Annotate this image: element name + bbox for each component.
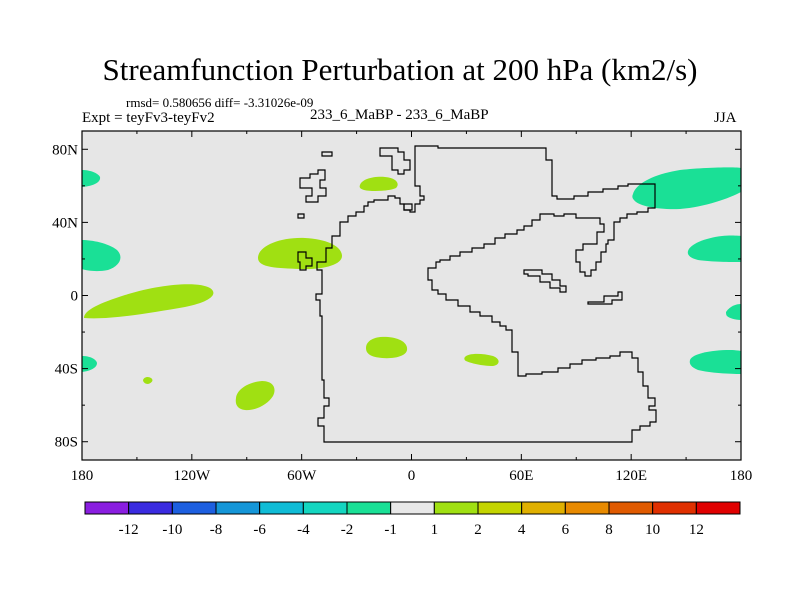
colorbar-swatch [84, 501, 130, 515]
anomaly-pos-south-africa [464, 353, 499, 366]
coastline-small-island-a [297, 213, 305, 219]
x-tick-label: 60E [509, 468, 533, 484]
colorbar-swatch [564, 501, 610, 515]
colorbar-label: -10 [162, 522, 182, 538]
colorbar-swatch [128, 501, 173, 515]
colorbar: -12 -10 -8 -6 -4 -2 -1 1 2 4 6 8 10 12 [84, 501, 741, 538]
y-tick-label: 40S [55, 362, 78, 378]
anomaly-pos-south-atlantic [366, 336, 408, 359]
anomaly-pos-south-pacific [235, 381, 275, 411]
x-tick-label: 180 [730, 468, 753, 484]
coastline-europe-island [379, 147, 411, 175]
colorbar-label: 2 [474, 522, 482, 538]
axis-tick-labels: 180 120W 60W 0 60E 120E 180 80N 40N 0 40S 80S [52, 142, 752, 484]
x-tick-label: 120E [615, 468, 647, 484]
anomaly-neg-west-edge-north [82, 170, 101, 187]
colorbar-swatch [695, 501, 741, 515]
anomaly-neg-west-edge-tropics [82, 240, 121, 272]
chart-title: Streamfunction Perturbation at 200 hPa (… [102, 52, 698, 87]
y-tick-label: 80S [55, 435, 78, 451]
anomaly-pos-europe [359, 176, 398, 192]
colorbar-swatch [302, 501, 348, 515]
colorbar-label: 4 [518, 522, 526, 538]
colorbar-label: -2 [341, 522, 354, 538]
colorbar-swatch [390, 501, 435, 515]
y-tick-label: 40N [52, 215, 78, 231]
colorbar-label: 12 [689, 522, 704, 538]
colorbar-swatch [171, 501, 217, 515]
anomaly-pos-atlantic [258, 237, 342, 270]
colorbar-swatch [521, 501, 566, 515]
axis-ticks [81, 131, 742, 460]
anomaly-pos-pacific-equator [84, 284, 214, 319]
colorbar-swatch [652, 501, 697, 515]
colorbar-swatch [477, 501, 523, 515]
colorbar-swatch [215, 501, 261, 515]
rmsd-diff-stats: rmsd= 0.580656 diff= -3.31026e-09 [126, 95, 314, 110]
season-label: JJA [714, 110, 737, 126]
colorbar-label: -6 [253, 522, 266, 538]
colorbar-label: 1 [431, 522, 439, 538]
coastline-caribbean-island [297, 251, 313, 271]
anomaly-pos-small-dot [143, 376, 153, 384]
colorbar-swatch [433, 501, 479, 515]
experiment-label: Expt = teyFv3-teyFv2 [82, 110, 215, 126]
anomaly-neg-west-edge-south [82, 356, 97, 372]
y-tick-label: 80N [52, 142, 78, 158]
anomaly-neg-east-edge-equator [726, 304, 741, 320]
coastline-small-island-b [403, 203, 413, 211]
coastline-greenland-island [299, 169, 327, 203]
anomaly-neg-east-edge-south [689, 350, 741, 374]
colorbar-swatch [608, 501, 654, 515]
colorbar-label: 6 [562, 522, 570, 538]
colorbar-swatch [259, 501, 304, 515]
colorbar-label: 10 [645, 522, 660, 538]
coastline-arctic-island [321, 151, 333, 157]
x-tick-label: 120W [173, 468, 211, 484]
colorbar-label: -1 [384, 522, 397, 538]
colorbar-label: -8 [210, 522, 223, 538]
anomaly-neg-east-edge-tropics [687, 235, 741, 262]
colorbar-label: -12 [119, 522, 139, 538]
x-tick-label: 180 [71, 468, 94, 484]
anomaly-neg-north-pacific [632, 167, 741, 210]
x-tick-label: 0 [408, 468, 416, 484]
colorbar-swatch [346, 501, 392, 515]
case-label: 233_6_MaBP - 233_6_MaBP [310, 107, 489, 123]
x-tick-label: 60W [287, 468, 317, 484]
coastline-layer [297, 145, 657, 443]
coastline-pacific-island [587, 291, 623, 305]
colorbar-label: -4 [297, 522, 310, 538]
y-tick-label: 0 [71, 289, 79, 305]
coastline-asian-island [523, 269, 567, 293]
colorbar-label: 8 [605, 522, 613, 538]
coastline-main-continent [315, 145, 657, 443]
anomaly-layer [82, 167, 741, 411]
